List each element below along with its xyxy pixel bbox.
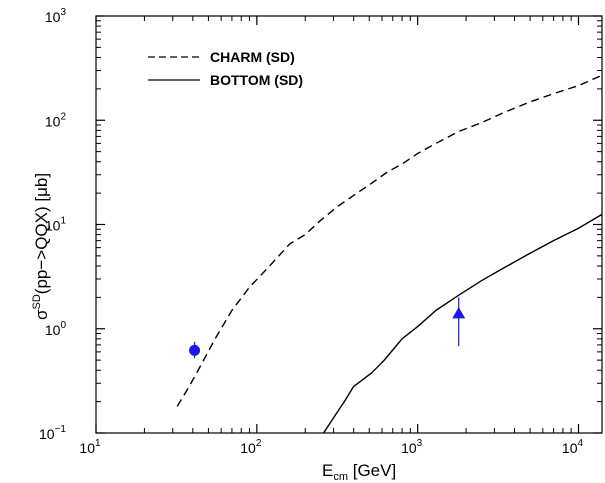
legend-label-charm: CHARM (SD) <box>210 49 295 65</box>
data-point-triangle <box>452 307 466 319</box>
y-tick-label: 100 <box>45 320 67 338</box>
x-tick-label: 102 <box>240 438 262 456</box>
y-tick-label: 10−1 <box>39 424 66 442</box>
minor-ticks <box>96 16 602 433</box>
x-axis-title: Ecm [GeV] <box>322 461 396 483</box>
bottom-curve <box>322 213 603 434</box>
y-tick-label: 102 <box>45 111 67 129</box>
y-axis-title: σSD(pp−>QQX) [μb] <box>31 173 51 320</box>
y-tick-label: 103 <box>45 7 67 25</box>
legend: CHARM (SD) BOTTOM (SD) <box>148 49 303 88</box>
data-point-circle <box>189 344 201 356</box>
legend-label-bottom: BOTTOM (SD) <box>210 72 303 88</box>
charm-curve <box>176 74 603 407</box>
y-tick-label: 101 <box>45 216 67 234</box>
x-axis-ticks: 101 102 103 104 <box>79 16 584 456</box>
points-layer <box>189 297 466 359</box>
plot-frame <box>95 15 603 434</box>
y-axis-ticks: 10−1 100 101 102 103 <box>39 7 602 442</box>
x-tick-label: 103 <box>401 438 423 456</box>
x-tick-label: 101 <box>79 438 101 456</box>
x-tick-label: 104 <box>562 438 584 456</box>
series-layer <box>176 74 603 434</box>
